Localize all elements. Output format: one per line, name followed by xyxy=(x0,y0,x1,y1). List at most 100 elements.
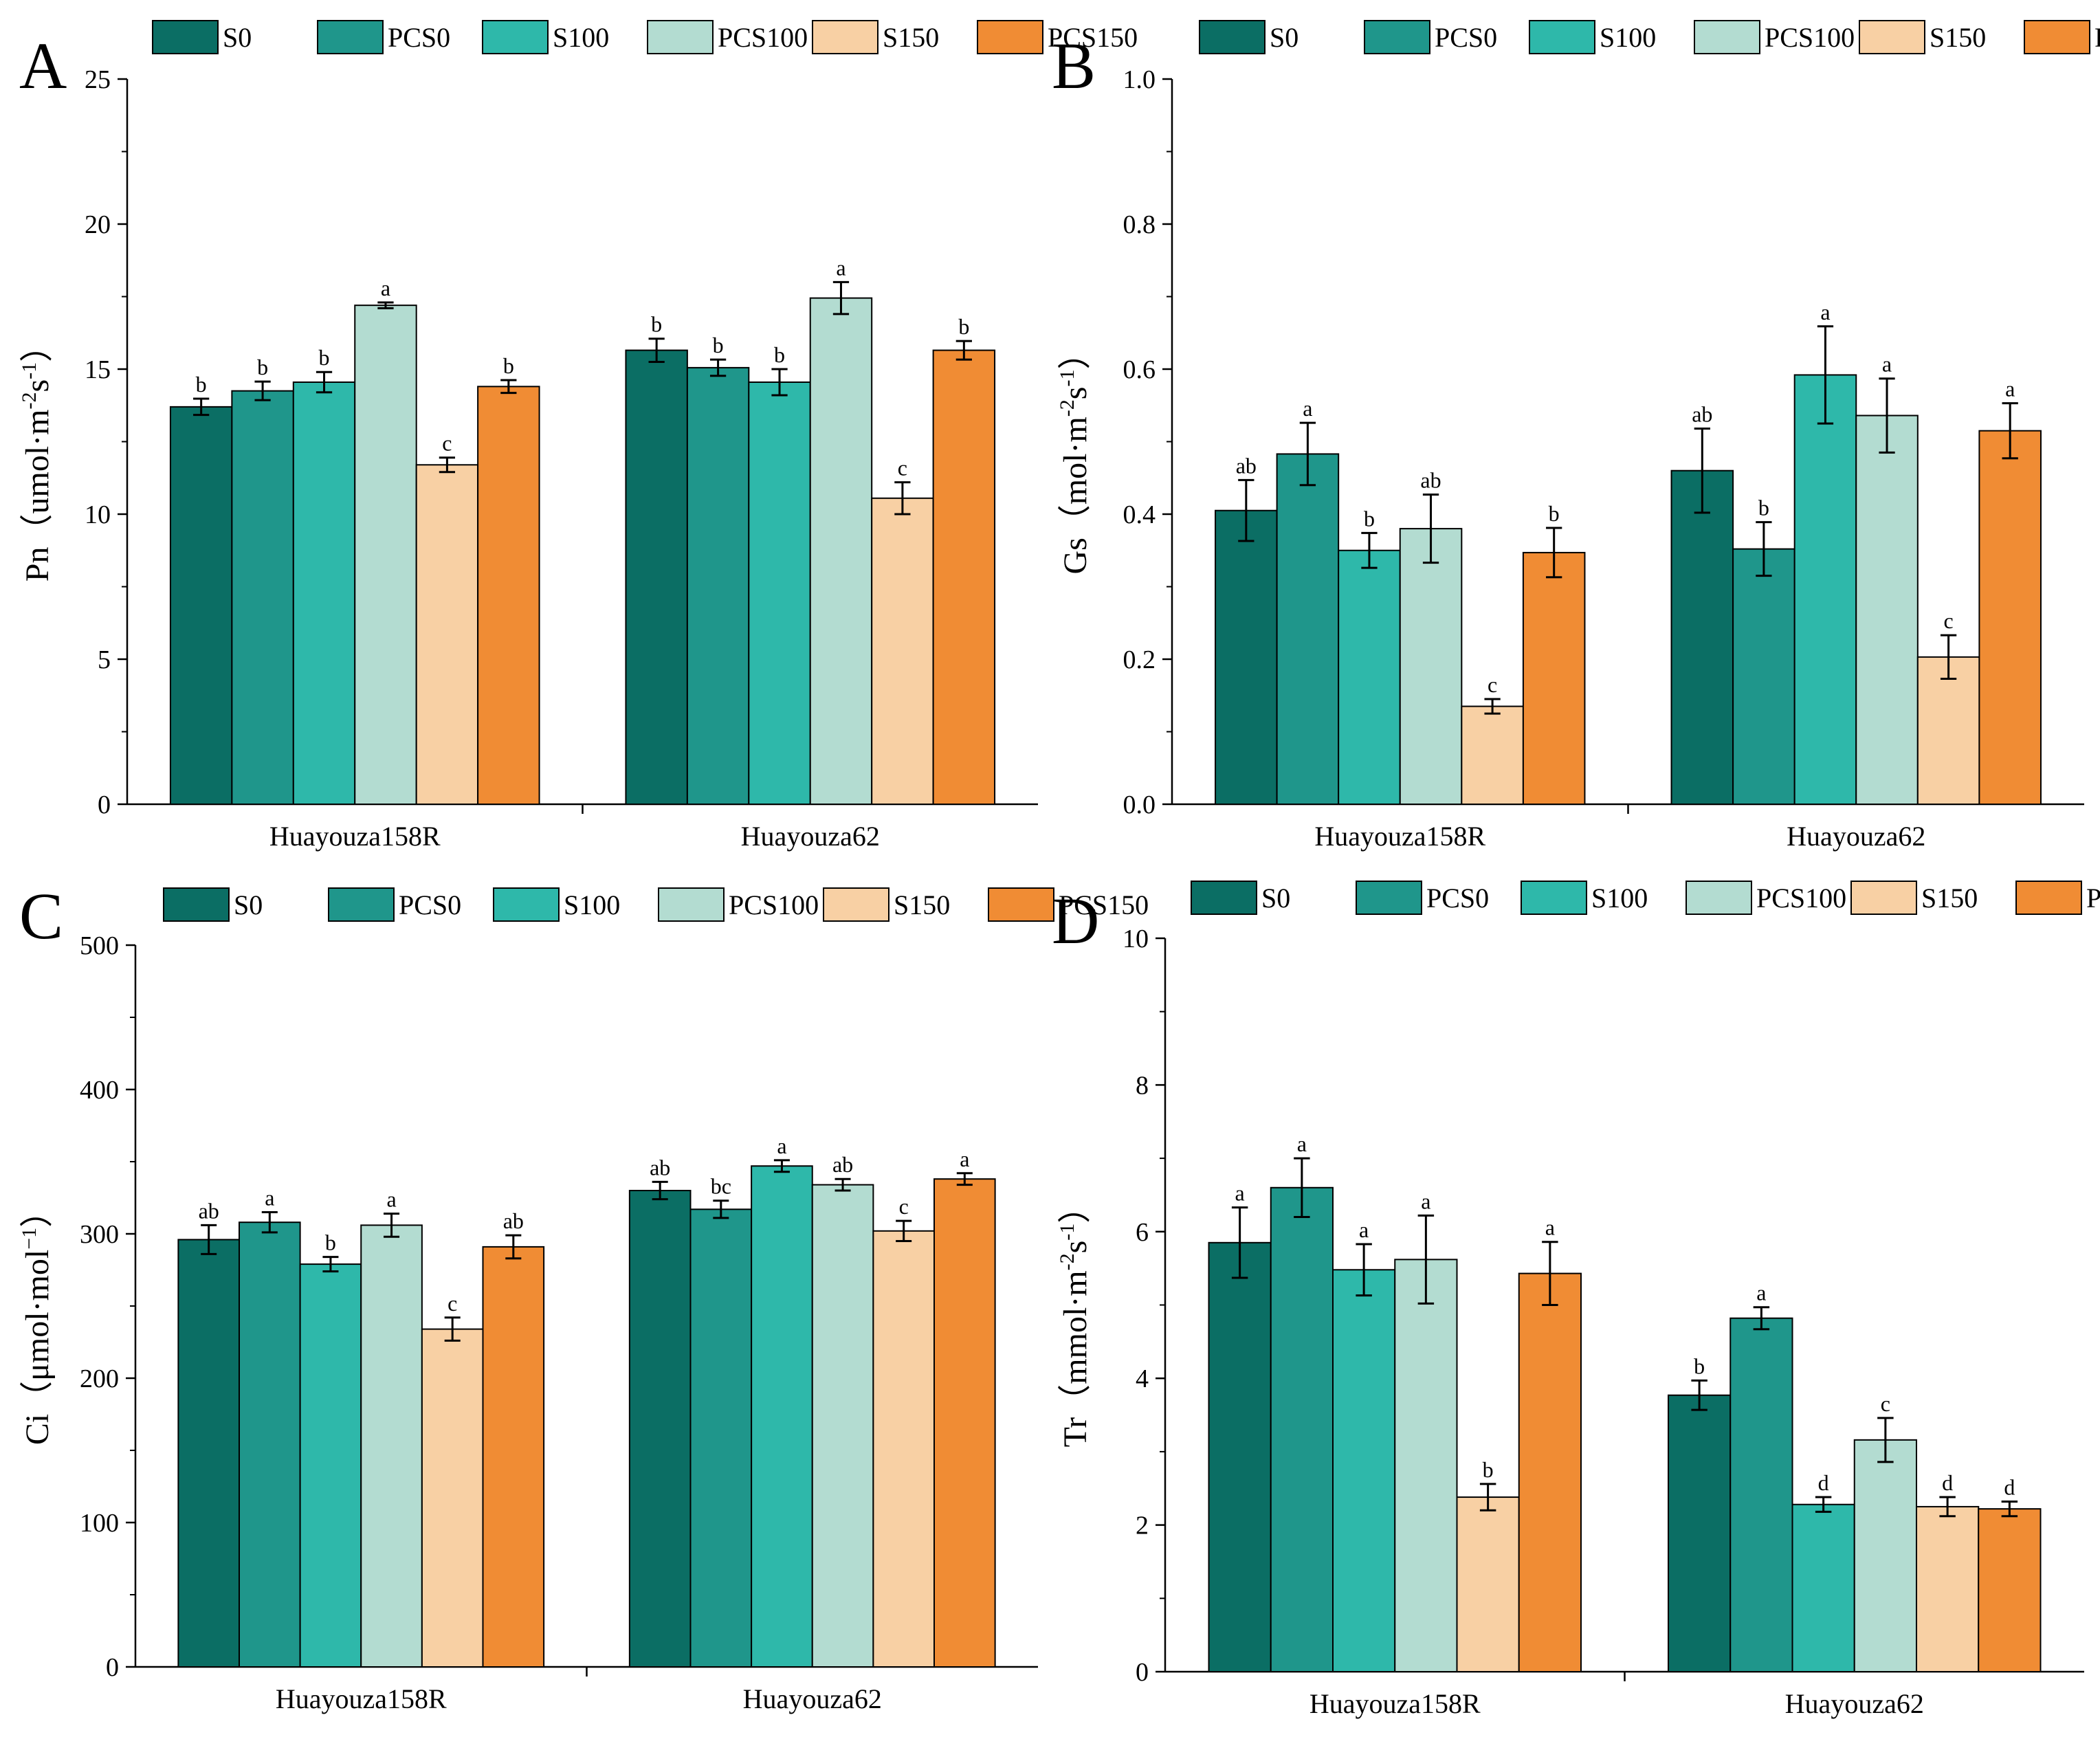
x-tick-label: Huayouza62 xyxy=(741,821,880,852)
x-tick-label: Huayouza62 xyxy=(1785,1688,1924,1719)
y-tick-label: 6 xyxy=(1136,1218,1149,1247)
bar-s150 xyxy=(1461,705,1524,805)
y-title-sup: -1 xyxy=(18,362,41,379)
y-title-end: ） xyxy=(19,1195,56,1228)
y-title-end: ） xyxy=(19,329,56,362)
bar-s0 xyxy=(625,349,688,805)
y-tick-label: 2 xyxy=(1136,1512,1149,1540)
bar-pcs0 xyxy=(1729,1317,1793,1673)
significance-label: c xyxy=(1881,1391,1890,1416)
y-title-main: Tr（mmol·m xyxy=(1057,1270,1094,1447)
panel-a: A S0 PCS0 S100 PCS100 S150 PCS150 0 5 10 15 20 25 Pn（… xyxy=(18,20,1138,852)
y-tick-label: 25 xyxy=(85,65,111,94)
bar-s100 xyxy=(1332,1269,1396,1673)
significance-label: b xyxy=(713,333,724,357)
significance-label: ab xyxy=(650,1155,670,1180)
panel-letter: C xyxy=(19,879,63,953)
x-tick-label: Huayouza62 xyxy=(743,1683,882,1714)
bar-pcs0 xyxy=(1276,453,1340,805)
legend-swatch-s100 xyxy=(482,20,549,54)
significance-label: d xyxy=(1818,1470,1829,1495)
significance-label: b xyxy=(1364,506,1375,531)
bar-pcs100 xyxy=(1399,528,1463,805)
bar-pcs100 xyxy=(354,305,417,806)
legend-swatch-pcs150 xyxy=(2024,20,2090,54)
legend-swatch-pcs100 xyxy=(1694,20,1760,54)
significance-label: b xyxy=(651,312,662,337)
legend-label-pcs0: PCS0 xyxy=(399,889,461,920)
legend-swatch-s100 xyxy=(1521,881,1587,915)
significance-label: a xyxy=(777,1133,786,1158)
legend: S0 PCS0 S100 PCS100 S150 PCS150 xyxy=(1191,881,2100,915)
y-axis-title: Ci（μmol·mol−1） xyxy=(18,1195,56,1445)
y-title-end: ） xyxy=(1057,336,1094,369)
legend-label-s100: S100 xyxy=(553,22,609,53)
significance-label: a xyxy=(1820,300,1830,324)
legend-label-s0: S0 xyxy=(1270,22,1298,53)
legend-label-s150: S150 xyxy=(1921,883,1978,914)
bar-pcs0 xyxy=(238,1221,301,1668)
significance-label: ab xyxy=(1420,468,1441,493)
y-tick-label: 4 xyxy=(1136,1364,1149,1393)
legend-swatch-s150 xyxy=(823,887,889,922)
legend-swatch-pcs100 xyxy=(1685,881,1752,915)
y-tick-label: 300 xyxy=(80,1220,119,1249)
y-tick-label: 100 xyxy=(80,1509,119,1538)
legend-label-pcs100: PCS100 xyxy=(1756,883,1846,914)
y-title-sup: −1 xyxy=(18,1228,41,1250)
bar-s150 xyxy=(1916,656,1980,806)
legend-swatch-pcs0 xyxy=(328,887,395,922)
y-tick-label: 0.6 xyxy=(1123,355,1156,384)
legend-swatch-pcs0 xyxy=(1364,20,1430,54)
legend-label-pcs150: PCS150 xyxy=(2086,883,2100,914)
legend-label-pcs0: PCS0 xyxy=(388,22,450,53)
y-tick-label: 1.0 xyxy=(1123,65,1156,94)
legend-label-s100: S100 xyxy=(1591,883,1648,914)
legend-label-pcs150: PCS150 xyxy=(1059,889,1149,920)
legend-label-s0: S0 xyxy=(1261,883,1290,914)
y-tick-label: 0 xyxy=(98,790,111,819)
significance-label: ab xyxy=(1236,453,1257,478)
bar-s100 xyxy=(1791,1503,1855,1673)
legend-label-pcs150: PCS150 xyxy=(2095,22,2100,53)
y-tick-label: 0.2 xyxy=(1123,645,1156,674)
legend-label-pcs0: PCS0 xyxy=(1426,883,1489,914)
bar-s0 xyxy=(1668,1394,1732,1672)
bar-pcs0 xyxy=(689,1208,753,1668)
significance-label: b xyxy=(1549,501,1560,526)
significance-label: c xyxy=(1944,608,1954,633)
legend-label-pcs100: PCS100 xyxy=(1765,22,1855,53)
y-tick-label: 20 xyxy=(85,210,111,239)
panel-b: B S0 PCS0 S100 PCS100 S150 PCS150 0.0 0.2 0.4 0.6 0… xyxy=(1052,20,2100,852)
y-tick-label: 500 xyxy=(80,931,119,960)
significance-label: b xyxy=(325,1230,336,1255)
y-title-sup: -2 xyxy=(1056,399,1079,417)
bar-s150 xyxy=(1915,1505,1980,1673)
significance-label: ab xyxy=(199,1198,219,1223)
x-tick-label: Huayouza62 xyxy=(1787,821,1925,852)
legend-label-pcs100: PCS100 xyxy=(729,889,819,920)
bar-s0 xyxy=(169,406,233,805)
y-axis-title: Tr（mmol·m-2s-1） xyxy=(1056,1191,1094,1448)
bar-s100 xyxy=(292,381,356,805)
bar-pcs150 xyxy=(1978,1508,2042,1672)
legend-swatch-pcs150 xyxy=(977,20,1043,54)
legend-label-s0: S0 xyxy=(234,889,263,920)
significance-label: b xyxy=(196,372,207,397)
bar-pcs150 xyxy=(1978,430,2042,805)
bar-pcs150 xyxy=(1518,1272,1582,1672)
y-title-sup: -2 xyxy=(1056,1253,1079,1270)
x-tick-label: Huayouza158R xyxy=(1314,821,1485,852)
y-title-sup: -2 xyxy=(18,392,41,410)
x-tick-label: Huayouza158R xyxy=(1309,1688,1481,1719)
bar-s100 xyxy=(751,1165,813,1668)
significance-label: a xyxy=(1545,1215,1555,1240)
legend-label-s0: S0 xyxy=(223,22,252,53)
y-tick-label: 200 xyxy=(80,1364,119,1393)
bar-s100 xyxy=(748,381,811,805)
y-axis-title: Pn（umol·m-2s-1） xyxy=(18,329,56,582)
significance-label: ab xyxy=(503,1208,524,1233)
y-title-sup: -1 xyxy=(1056,1224,1079,1241)
panel-letter: A xyxy=(19,29,67,102)
significance-label: a xyxy=(1421,1188,1430,1213)
